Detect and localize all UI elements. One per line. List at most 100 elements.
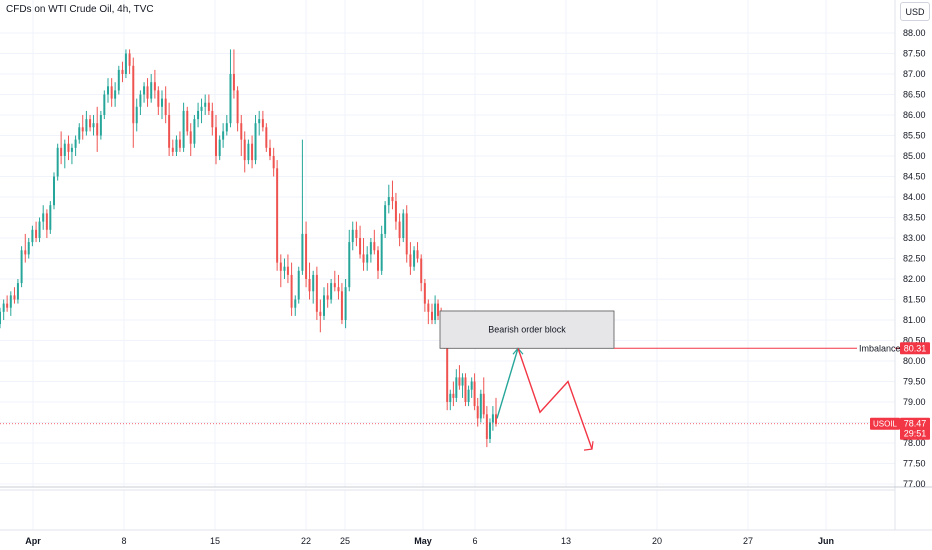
candle bbox=[362, 238, 365, 271]
candle-body bbox=[258, 119, 261, 124]
candle-body bbox=[186, 110, 189, 132]
candle bbox=[473, 373, 476, 411]
candle bbox=[258, 110, 261, 136]
candle-body bbox=[60, 147, 63, 156]
candle bbox=[74, 135, 77, 156]
y-tick-label: 82.50 bbox=[903, 254, 926, 264]
candle bbox=[449, 389, 452, 411]
candle bbox=[240, 115, 243, 156]
candle bbox=[279, 254, 282, 288]
y-tick-label: 80.50 bbox=[903, 336, 926, 346]
y-tick-label: 85.50 bbox=[903, 131, 926, 141]
y-tick-label: 86.50 bbox=[903, 90, 926, 100]
candle bbox=[398, 213, 401, 247]
candle-body bbox=[164, 98, 167, 115]
time-axis[interactable]: Apr 8 15 22 25 May 6 13 20 27 Jun bbox=[25, 536, 834, 546]
candle-body bbox=[236, 90, 239, 124]
candle bbox=[85, 110, 88, 136]
candle bbox=[222, 123, 225, 148]
candle-body bbox=[27, 242, 30, 255]
order-block-label: Bearish order block bbox=[488, 325, 566, 335]
candle bbox=[377, 246, 379, 279]
candle-body bbox=[286, 266, 289, 275]
candle-body bbox=[128, 53, 131, 66]
x-tick-label: 25 bbox=[340, 536, 350, 546]
candle-body bbox=[189, 131, 192, 144]
candle-body bbox=[485, 414, 488, 439]
candle bbox=[218, 135, 221, 161]
currency-button[interactable]: USD bbox=[900, 2, 930, 21]
candle-body bbox=[308, 279, 311, 292]
candle-body bbox=[107, 86, 109, 95]
candle bbox=[315, 266, 318, 320]
projection-down-path bbox=[517, 348, 593, 450]
candle bbox=[24, 233, 27, 263]
candle-body bbox=[218, 139, 221, 156]
candle bbox=[458, 365, 461, 390]
candle bbox=[56, 143, 59, 181]
y-tick-label: 86.00 bbox=[903, 110, 926, 120]
candle-body bbox=[348, 242, 351, 288]
candle bbox=[92, 115, 95, 136]
candle-body bbox=[416, 250, 419, 259]
candle bbox=[366, 246, 369, 271]
candle-body bbox=[16, 283, 19, 300]
candle-body bbox=[272, 156, 275, 169]
candle bbox=[283, 258, 286, 279]
y-tick-label: 82.00 bbox=[903, 274, 926, 284]
candle-body bbox=[251, 143, 254, 161]
candle bbox=[139, 90, 142, 115]
y-tick-label: 80.00 bbox=[903, 356, 926, 366]
candle bbox=[189, 123, 192, 156]
candle-body bbox=[479, 393, 482, 419]
candle bbox=[157, 86, 160, 115]
candle-body bbox=[380, 233, 383, 271]
candle bbox=[455, 369, 458, 402]
candle bbox=[153, 69, 156, 99]
candle bbox=[482, 377, 485, 419]
candle-body bbox=[175, 139, 178, 152]
candle-body bbox=[340, 291, 343, 320]
candle bbox=[488, 418, 491, 443]
candle bbox=[323, 287, 325, 320]
candle bbox=[2, 299, 5, 320]
candle bbox=[89, 115, 92, 132]
candle-body bbox=[344, 287, 347, 320]
candle-body bbox=[74, 139, 77, 148]
candle bbox=[479, 389, 482, 423]
candle bbox=[276, 160, 279, 271]
candle bbox=[254, 115, 257, 165]
x-tick-label: 6 bbox=[472, 536, 477, 546]
candle bbox=[312, 270, 315, 304]
x-tick-label: 13 bbox=[561, 536, 571, 546]
candle bbox=[9, 291, 12, 316]
candle-body bbox=[53, 176, 55, 206]
candle-body bbox=[319, 311, 322, 316]
candle bbox=[178, 131, 181, 152]
candle bbox=[297, 266, 300, 304]
candle-body bbox=[67, 143, 70, 152]
candle bbox=[464, 373, 467, 407]
y-tick-label: 84.00 bbox=[903, 192, 926, 202]
candle-body bbox=[387, 197, 390, 206]
candle-body bbox=[297, 270, 300, 300]
candle bbox=[35, 221, 38, 243]
candle bbox=[236, 86, 239, 132]
candle bbox=[70, 143, 73, 165]
x-tick-label: May bbox=[414, 536, 432, 546]
candle-body bbox=[482, 393, 485, 415]
countdown-value: 29:51 bbox=[904, 429, 927, 439]
y-tick-label: 87.00 bbox=[903, 69, 926, 79]
candle bbox=[168, 102, 171, 156]
candle-body bbox=[171, 147, 174, 152]
y-tick-label: 84.50 bbox=[903, 172, 926, 182]
candle bbox=[467, 385, 470, 407]
candle bbox=[13, 287, 16, 304]
candle-body bbox=[135, 106, 138, 124]
candle bbox=[229, 49, 232, 128]
candle-body bbox=[351, 229, 354, 243]
candle-body bbox=[359, 238, 362, 255]
candle-body bbox=[384, 205, 387, 234]
